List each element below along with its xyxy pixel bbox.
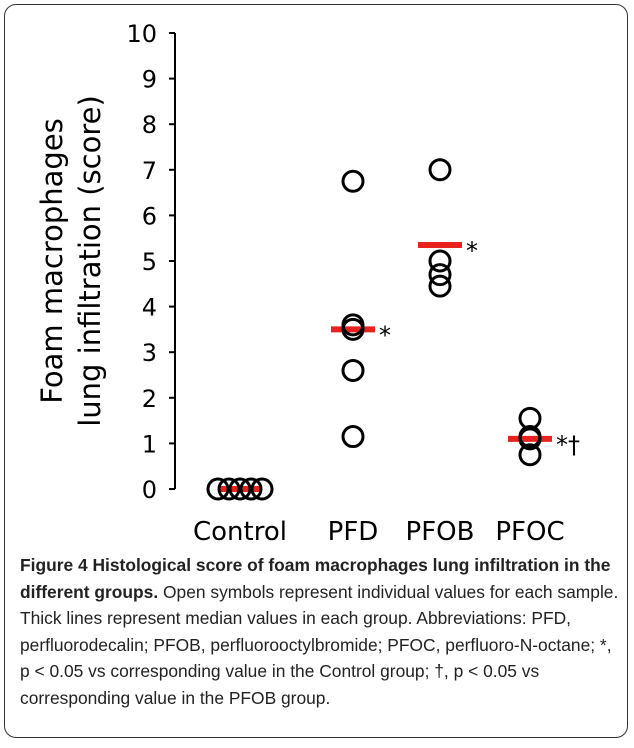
caption: Figure 4 Histological score of foam macr… — [20, 552, 620, 711]
significance-mark: * — [379, 321, 391, 349]
data-point — [206, 477, 230, 501]
y-tick-label: 8 — [142, 111, 157, 139]
data-point — [250, 477, 274, 501]
y-tick-label: 2 — [142, 385, 157, 413]
data-point — [228, 477, 252, 501]
data-point — [341, 425, 365, 449]
data-point — [341, 317, 365, 341]
caption-label: Figure 4 — [20, 555, 88, 575]
data-point — [428, 263, 452, 287]
y-tick-label: 3 — [142, 339, 157, 367]
data-point — [428, 249, 452, 273]
y-tick-label: 6 — [142, 202, 157, 230]
y-tick-label: 4 — [142, 294, 157, 322]
data-point — [428, 158, 452, 182]
caption-title: Histological score of foam macrophages l… — [20, 555, 611, 602]
x-tick-label: Control — [193, 517, 287, 547]
figure-frame — [4, 4, 628, 738]
y-tick-label: 1 — [142, 430, 157, 458]
data-point — [518, 443, 542, 467]
data-point — [518, 427, 542, 451]
data-point — [217, 477, 241, 501]
caption-text: Open symbols represent individual values… — [20, 581, 619, 708]
significance-mark: * — [466, 237, 478, 265]
x-tick-label: PFOC — [495, 517, 564, 547]
y-tick-label: 7 — [142, 157, 157, 185]
data-point — [239, 477, 263, 501]
data-point — [428, 274, 452, 298]
x-tick-label: PFOB — [406, 517, 475, 547]
data-point — [341, 358, 365, 382]
data-point — [341, 169, 365, 193]
y-tick-label: 10 — [126, 20, 157, 48]
y-tick-label: 9 — [142, 66, 157, 94]
chart: 0 1 2 3 4 5 6 7 8 9 10 Foam macrophages lung infiltr… — [35, 20, 580, 547]
significance-mark: *† — [556, 431, 580, 459]
y-tick-label: 5 — [142, 248, 157, 276]
x-tick-label: PFD — [328, 517, 379, 547]
y-axis-label: Foam macrophages — [35, 118, 69, 404]
y-axis-label: lung infiltration (score) — [73, 95, 107, 427]
y-tick-label: 0 — [142, 476, 157, 504]
